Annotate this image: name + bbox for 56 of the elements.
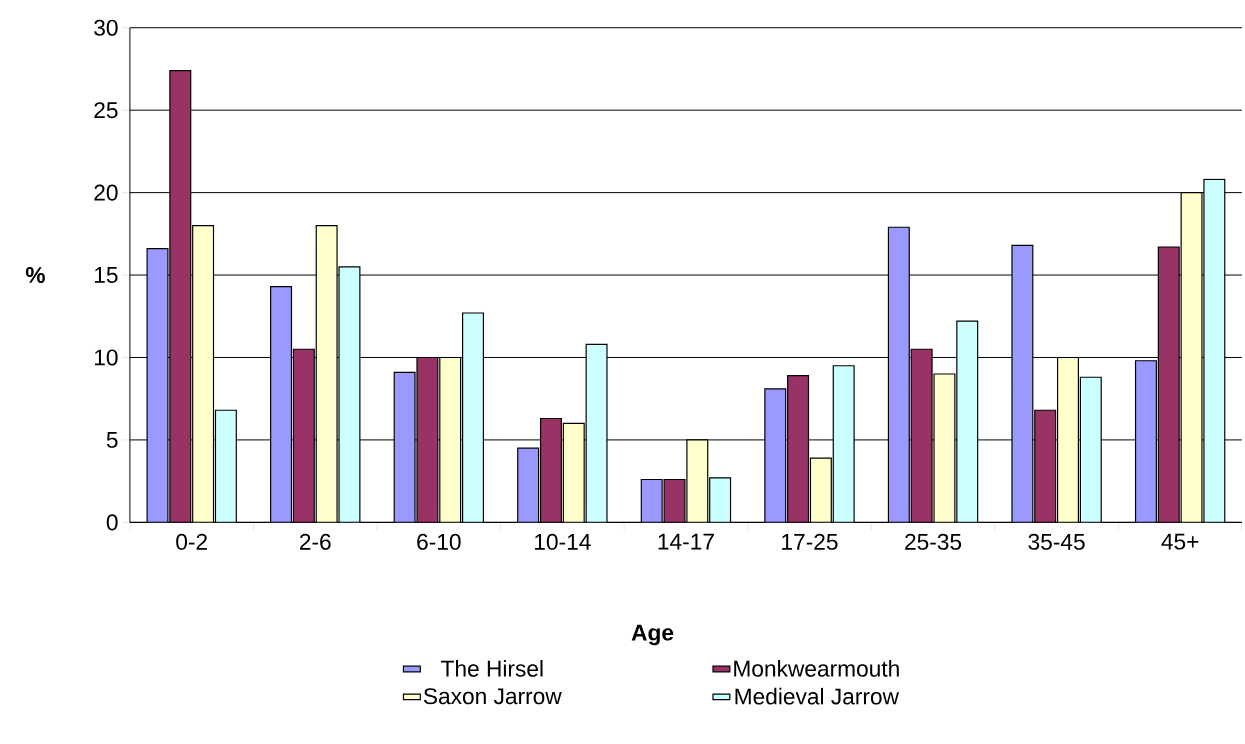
bar bbox=[462, 312, 485, 523]
y-axis-title: % bbox=[25, 266, 45, 283]
bar bbox=[1079, 376, 1102, 523]
bar bbox=[910, 348, 933, 523]
bar bbox=[338, 266, 361, 523]
y-tick-label: 15 bbox=[94, 266, 118, 283]
bar bbox=[809, 457, 832, 523]
bar bbox=[517, 447, 540, 523]
bar bbox=[764, 388, 787, 523]
y-tick-label: 30 bbox=[94, 19, 118, 36]
bar bbox=[315, 224, 338, 523]
bar bbox=[169, 69, 192, 523]
bar bbox=[439, 356, 462, 523]
bar bbox=[686, 439, 709, 523]
bar bbox=[787, 374, 810, 523]
bar bbox=[887, 226, 910, 523]
legend-label: Medieval Jarrow bbox=[735, 687, 900, 705]
legend-label: The Hirsel bbox=[441, 659, 543, 677]
bar bbox=[192, 224, 215, 523]
bar bbox=[562, 422, 585, 523]
bar bbox=[1011, 244, 1034, 523]
bar bbox=[933, 373, 956, 523]
bar bbox=[585, 343, 608, 523]
x-tick-label: 0-2 bbox=[176, 533, 207, 550]
x-tick-label: 10-14 bbox=[535, 533, 591, 550]
y-tick-label: 25 bbox=[94, 101, 118, 119]
bar bbox=[393, 371, 416, 523]
bar bbox=[709, 477, 732, 523]
bar bbox=[1134, 360, 1157, 523]
bar bbox=[214, 409, 237, 523]
y-tick-label: 5 bbox=[106, 431, 118, 448]
y-tick-label: 10 bbox=[94, 349, 118, 366]
bar bbox=[146, 247, 169, 523]
legend-label: Saxon Jarrow bbox=[423, 687, 562, 705]
bar bbox=[1157, 246, 1180, 523]
y-tick-label: 20 bbox=[94, 184, 118, 201]
bar bbox=[270, 285, 293, 523]
y-tick-label: 0 bbox=[106, 514, 118, 531]
bar bbox=[1056, 356, 1079, 523]
bar bbox=[292, 348, 315, 523]
bar bbox=[1034, 409, 1057, 523]
x-tick-label: 45+ bbox=[1161, 533, 1199, 550]
x-tick-label: 35-45 bbox=[1028, 533, 1085, 550]
x-axis-title: Age bbox=[631, 624, 674, 646]
bar bbox=[832, 364, 855, 523]
x-tick-label: 2-6 bbox=[299, 533, 331, 550]
bar bbox=[1180, 191, 1203, 523]
x-tick-label: 17-25 bbox=[782, 533, 838, 550]
x-tick-label: 14-17 bbox=[658, 533, 714, 550]
bar bbox=[956, 320, 979, 523]
x-tick-label: 6-10 bbox=[417, 533, 461, 550]
bar bbox=[1203, 178, 1226, 523]
bar bbox=[416, 356, 439, 523]
legend-label: Monkwearmouth bbox=[734, 659, 899, 677]
bar bbox=[539, 417, 562, 523]
x-tick-label: 25-35 bbox=[905, 533, 962, 550]
